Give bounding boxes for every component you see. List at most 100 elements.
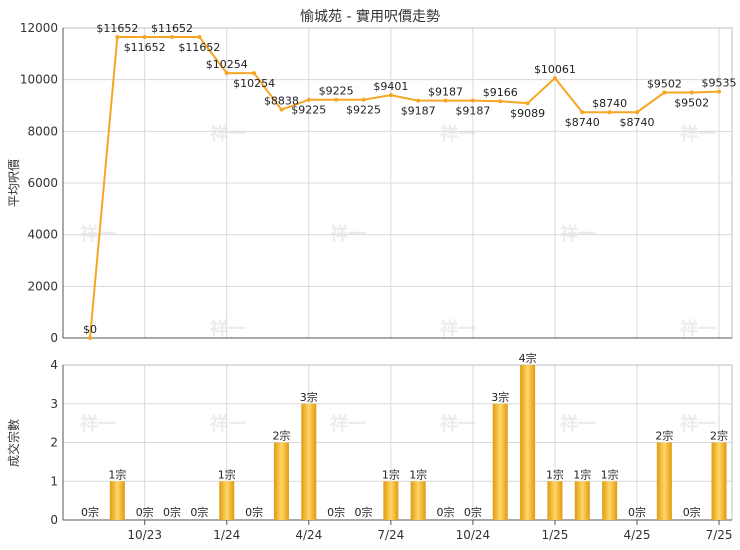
watermark-text: 祥一	[210, 318, 246, 340]
price-point	[662, 90, 667, 95]
watermark-text: 祥一	[440, 123, 476, 145]
price-point	[224, 71, 229, 76]
price-data-label: $8740	[620, 116, 655, 129]
y-tick-label: 6000	[27, 176, 58, 190]
y-tick-label: 0	[50, 513, 58, 527]
x-tick-label: 7/24	[377, 528, 404, 542]
price-data-label: $9535	[702, 77, 737, 90]
y-axis-label: 平均呎價	[7, 159, 21, 207]
watermark-text: 祥一	[330, 223, 366, 245]
watermark-text: 祥一	[560, 413, 596, 435]
price-data-label: $9502	[647, 78, 682, 91]
watermark-text: 祥一	[210, 123, 246, 145]
transaction-bar	[109, 481, 125, 520]
transaction-bar	[602, 481, 618, 520]
price-data-label: $9225	[291, 104, 326, 117]
transactions-bar-chart: 0 1 2 3 4 成交宗數 0宗 1宗 0宗 0宗 0宗 1宗 0宗 2宗 3宗 0宗 0宗 1宗 1宗 0宗 0宗 3…	[6, 351, 733, 542]
bar-data-label: 1宗	[382, 467, 400, 481]
price-data-label: $9187	[455, 105, 490, 118]
price-point	[416, 98, 421, 103]
watermark-text: 祥一	[330, 413, 366, 435]
y-tick-label: 2	[50, 436, 58, 450]
price-point	[334, 97, 339, 102]
price-data-label: $9089	[510, 107, 545, 120]
price-point	[252, 71, 257, 76]
transaction-bar	[492, 403, 508, 520]
x-tick-label: 4/25	[624, 528, 651, 542]
watermark-text: 祥一	[440, 318, 476, 340]
price-point	[88, 336, 92, 340]
price-point	[552, 76, 557, 81]
price-point	[388, 93, 393, 98]
x-tick-label: 10/23	[127, 528, 162, 542]
bar-data-label: 0宗	[683, 505, 701, 519]
price-data-label: $9187	[428, 86, 463, 99]
price-data-label: $10061	[534, 63, 576, 76]
bar-data-label: 0宗	[190, 505, 208, 519]
y-axis-label: 成交宗數	[6, 419, 21, 467]
price-data-label: $9225	[346, 104, 381, 117]
price-data-label: $9225	[319, 85, 354, 98]
watermark-text: 祥一	[80, 413, 116, 435]
price-data-label: $8740	[592, 97, 627, 110]
transaction-bar	[273, 442, 289, 520]
price-point	[635, 110, 639, 115]
bar-data-label: 0宗	[81, 505, 99, 519]
transaction-bar	[520, 365, 536, 520]
bar-data-label: 3宗	[491, 390, 509, 404]
price-point	[607, 110, 612, 115]
price-data-label: $9187	[401, 105, 436, 118]
transaction-bar	[219, 481, 235, 520]
price-data-label: $0	[83, 323, 97, 336]
bar-data-label: 1宗	[218, 467, 236, 481]
bar-data-label: 1宗	[601, 467, 619, 481]
price-point	[115, 34, 120, 39]
price-data-label: $11652	[96, 22, 138, 35]
x-tick-label: 1/24	[213, 528, 240, 542]
bar-data-label: 1宗	[546, 467, 564, 481]
price-data-label: $8838	[264, 95, 299, 108]
y-tick-label: 1	[50, 474, 58, 488]
bar-data-label: 0宗	[327, 505, 345, 519]
bar-data-label: 0宗	[163, 505, 181, 519]
x-tick-label: 4/24	[295, 528, 322, 542]
price-data-label: $10254	[206, 58, 248, 71]
bar-data-label: 0宗	[355, 505, 373, 519]
bar-data-label: 1宗	[573, 467, 591, 481]
watermark-text: 祥一	[560, 223, 596, 245]
price-point	[470, 98, 475, 103]
price-series-line	[89, 35, 720, 339]
price-data-label: $10254	[233, 77, 275, 90]
watermark-text: 祥一	[680, 123, 716, 145]
price-point	[306, 97, 311, 102]
price-data-label: $9166	[483, 86, 518, 99]
price-data-label: $9401	[373, 80, 408, 93]
y-tick-label: 8000	[27, 124, 58, 138]
bar-data-label: 3宗	[300, 390, 318, 404]
price-point	[197, 34, 202, 39]
transaction-bar	[547, 481, 563, 520]
price-data-label: $9502	[674, 97, 709, 110]
price-point	[580, 110, 585, 115]
bar-data-label: 2宗	[710, 429, 728, 443]
bar-data-label: 2宗	[655, 429, 673, 443]
price-data-label: $11652	[124, 41, 166, 54]
y-tick-label: 0	[50, 331, 58, 345]
transaction-bar	[656, 442, 672, 520]
bar-data-label: 1宗	[409, 467, 427, 481]
y-tick-label: 2000	[27, 279, 58, 293]
bar-data-label: 0宗	[437, 505, 455, 519]
y-tick-label: 4000	[27, 228, 58, 242]
transaction-bar	[410, 481, 426, 520]
price-line-chart: 0 2000 4000 6000 8000 10000 12000 平均呎價 $0 $11652 $…	[7, 21, 737, 345]
price-point	[279, 107, 284, 112]
bar-data-label: 4宗	[519, 351, 537, 365]
price-point	[689, 90, 694, 95]
x-tick-label: 1/25	[541, 528, 568, 542]
y-tick-label: 12000	[20, 21, 58, 35]
price-point	[525, 101, 530, 106]
x-tick-label: 10/24	[456, 528, 491, 542]
price-point	[361, 97, 366, 102]
transaction-bar	[383, 481, 399, 520]
